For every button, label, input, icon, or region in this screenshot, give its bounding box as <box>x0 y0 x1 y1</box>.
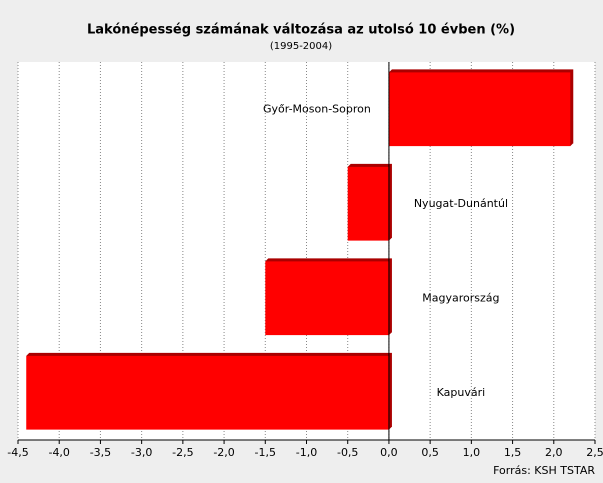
x-tick-label: -3,5 <box>90 446 111 459</box>
x-tick-label: -1,5 <box>255 446 276 459</box>
x-tick-label: -4,0 <box>48 446 69 459</box>
x-tick-label: -3,0 <box>131 446 152 459</box>
source: Forrás: KSH TSTAR <box>493 464 595 477</box>
category-label: Győr-Moson-Sopron <box>263 102 371 115</box>
x-tick-label: 1,5 <box>504 446 522 459</box>
bar <box>265 261 389 336</box>
bar <box>388 72 571 147</box>
x-tick-label: -0,5 <box>337 446 358 459</box>
bar <box>347 166 389 241</box>
x-tick-label: 1,0 <box>463 446 481 459</box>
x-tick-label: 2,5 <box>586 446 603 459</box>
x-tick-label: 2,0 <box>545 446 563 459</box>
x-tick-label: -2,5 <box>172 446 193 459</box>
chart-subtitle: (1995-2004) <box>270 41 332 52</box>
x-tick-label: -2,0 <box>213 446 234 459</box>
bar <box>26 355 389 430</box>
x-tick-label: 0,0 <box>380 446 398 459</box>
category-label: Nyugat-Dunántúl <box>414 197 508 210</box>
x-tick-label: -1,0 <box>296 446 317 459</box>
category-label: Kapuvári <box>437 386 486 399</box>
x-tick-label: -4,5 <box>7 446 28 459</box>
x-tick-label: 0,5 <box>421 446 439 459</box>
chart-title: Lakónépesség számának változása az utols… <box>87 23 515 38</box>
category-label: Magyarország <box>422 291 499 304</box>
